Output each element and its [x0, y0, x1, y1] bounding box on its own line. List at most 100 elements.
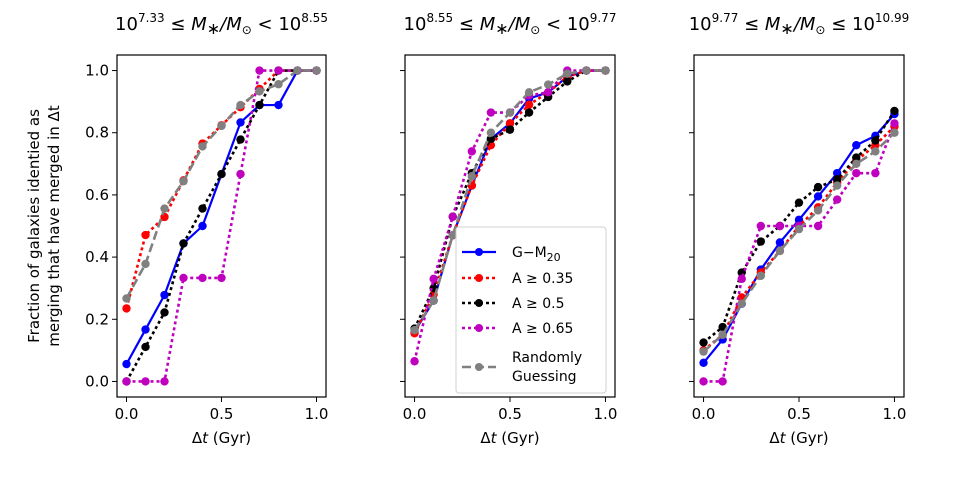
x-label-part: (Gyr): [208, 429, 251, 447]
x-tick-label: 1.0: [883, 405, 907, 423]
data-point-a065: [448, 212, 457, 221]
panel-1: 107.33 ≤ M∗/M⊙ < 108.550.00.20.40.60.81.…: [85, 11, 328, 447]
series-line-a05: [413, 69, 606, 330]
data-point-random: [410, 325, 419, 335]
x-label-part: (Gyr): [786, 429, 829, 447]
data-point-a065: [543, 88, 553, 97]
data-point-a065: [718, 377, 727, 386]
y-tick-label: 0.8: [85, 124, 109, 142]
title-part: 10: [567, 14, 590, 35]
title-part: ∗: [780, 19, 793, 38]
panels: 107.33 ≤ M∗/M⊙ < 108.550.00.20.40.60.81.…: [85, 11, 909, 447]
title-part: M: [480, 14, 496, 35]
data-point-a05: [255, 100, 264, 110]
data-point-a05: [198, 204, 207, 213]
data-point-random: [429, 296, 438, 305]
series-random: [410, 66, 610, 335]
title-part: M: [226, 14, 242, 35]
data-point-random: [486, 128, 496, 137]
legend-label: Randomly: [512, 350, 582, 366]
data-point-random: [871, 147, 880, 156]
title-part: ≤: [453, 14, 480, 35]
data-point-a065: [486, 108, 496, 117]
data-point-random: [255, 87, 264, 96]
data-point-random: [448, 231, 457, 240]
title-exponent: 9.77: [712, 11, 739, 25]
data-point-random: [217, 121, 226, 131]
title-exponent: 8.55: [426, 11, 453, 25]
data-point-a065: [255, 66, 264, 75]
panel-title: 108.55 ≤ M∗/M⊙ < 109.77: [404, 11, 617, 38]
title-part: ∗: [495, 19, 508, 38]
title-part: 10: [404, 14, 427, 35]
data-point-a065: [871, 168, 880, 178]
title-part: M: [765, 14, 781, 35]
legend-marker: [475, 363, 483, 371]
y-axis-label-line-2: merging that have merged in Δt: [45, 105, 63, 347]
x-tick-label: 1.0: [305, 405, 329, 423]
data-point-gm20: [274, 100, 283, 110]
data-point-gm20: [852, 140, 861, 150]
data-point-a065: [410, 357, 419, 366]
title-part: /: [507, 14, 517, 35]
title-part: <: [540, 14, 567, 35]
data-point-a065: [467, 147, 477, 156]
x-label-part: Δ: [480, 429, 491, 447]
data-point-a065: [217, 273, 226, 283]
y-axis-label-line-1: Fraction of galaxies identied as: [25, 109, 43, 343]
legend-entry-random: Randomly Guessing: [462, 350, 582, 385]
title-part: /: [792, 14, 802, 35]
legend-entry-gm20: G−M20: [462, 245, 561, 264]
x-label-part: (Gyr): [497, 429, 540, 447]
data-point-random: [122, 294, 131, 303]
x-tick-label: 1.0: [594, 405, 618, 423]
data-point-a05: [794, 198, 804, 207]
data-point-a065: [429, 274, 438, 284]
title-part: M: [515, 14, 531, 35]
legend-label: A ≥ 0.65: [512, 321, 573, 337]
title-exponent: 9.77: [590, 11, 617, 25]
data-point-a065: [737, 274, 746, 284]
data-point-random: [141, 259, 150, 269]
data-point-random: [775, 246, 785, 256]
x-label-part: Δ: [769, 429, 780, 447]
legend-label-subscript: 20: [547, 251, 561, 264]
data-point-gm20: [122, 359, 131, 369]
data-point-a065: [832, 195, 842, 204]
legend-label-main: A ≥ 0.65: [512, 321, 573, 337]
x-tick-label: 0.5: [787, 405, 811, 423]
x-axis-label: Δt (Gyr): [480, 429, 539, 447]
legend-marker: [475, 324, 483, 332]
data-point-random: [582, 66, 591, 75]
title-part: /: [218, 14, 228, 35]
legend-label: Guessing: [512, 369, 577, 385]
data-point-a065: [236, 169, 245, 179]
data-point-a05: [505, 125, 515, 134]
data-point-a065: [198, 273, 207, 283]
legend-marker: [475, 248, 483, 256]
x-tick-label: 0.0: [115, 405, 139, 423]
legend-entry-a065: A ≥ 0.65: [462, 321, 573, 337]
panel-3: 109.77 ≤ M∗/M⊙ ≤ 1010.990.0 0.5 1.0Δt (Gyr…: [689, 11, 910, 447]
data-point-a05: [563, 77, 572, 86]
legend-label-main: G−M: [512, 245, 547, 261]
title-part: ∗: [207, 19, 220, 38]
data-point-a035: [122, 304, 131, 313]
legend-marker: [475, 299, 483, 307]
data-point-a035: [505, 119, 515, 128]
title-part: ≤: [738, 14, 765, 35]
data-point-gm20: [813, 192, 823, 201]
x-tick-label: 0.5: [498, 405, 522, 423]
x-label-part: Δ: [192, 429, 203, 447]
panel-title: 107.33 ≤ M∗/M⊙ < 108.55: [115, 11, 328, 38]
title-exponent: 8.55: [301, 11, 328, 25]
y-tick-label: 0.4: [85, 248, 109, 266]
data-point-random: [813, 206, 823, 215]
legend-label: A ≥ 0.5: [512, 296, 564, 312]
legend-label: G−M20: [512, 245, 561, 264]
data-point-random: [563, 69, 572, 78]
data-point-a065: [756, 221, 766, 231]
title-part: 10: [278, 14, 301, 35]
data-point-random: [198, 142, 207, 151]
legend: G−M20 A ≥ 0.35 A ≥ 0.5 A ≥ 0.65 Randomly Gues…: [455, 226, 607, 394]
